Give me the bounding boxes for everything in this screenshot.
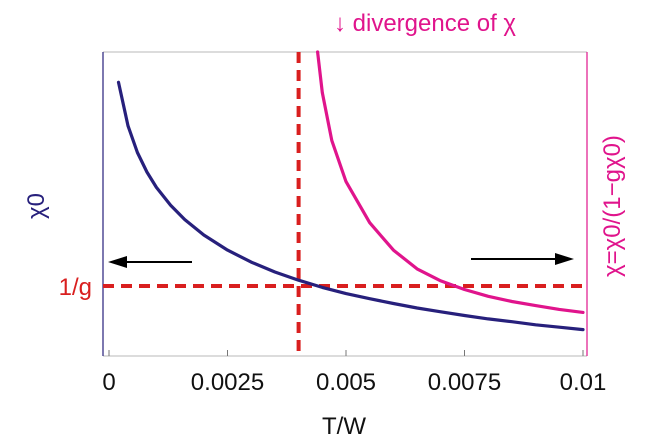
right-axis-arrow (471, 253, 574, 265)
right-axis-title: χ=χ0/(1−gχ0) (599, 135, 626, 277)
series-chi0-line (116, 80, 585, 332)
x-tick-label: 0.01 (560, 369, 607, 396)
x-tick-label: 0 (102, 369, 115, 396)
x-tick-label: 0.0025 (191, 369, 264, 396)
series-group (116, 50, 585, 332)
x-ticks: 0 0.0025 0.005 0.0075 0.01 (102, 350, 606, 396)
left-axis-title: χ0 (23, 193, 50, 219)
left-axis-arrow (108, 256, 192, 268)
x-tick-label: 0.0075 (428, 369, 501, 396)
chart-title: ↓ divergence of χ (334, 10, 516, 37)
x-tick-label: 0.005 (316, 369, 376, 396)
hline-label: 1/g (59, 274, 92, 301)
series-chi-line (316, 50, 585, 314)
x-axis-title: T/W (322, 413, 366, 440)
reference-lines (103, 52, 587, 356)
